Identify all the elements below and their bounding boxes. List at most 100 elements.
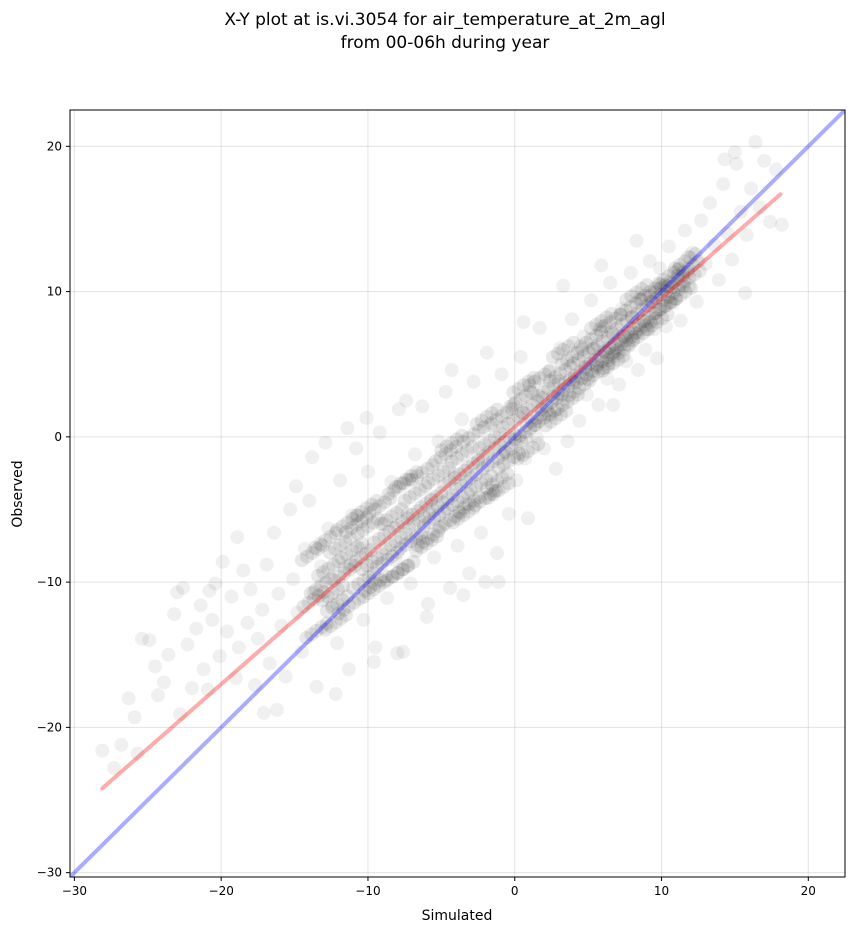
data-point	[490, 474, 505, 489]
data-point	[319, 575, 334, 590]
data-point	[605, 346, 620, 361]
data-point	[406, 554, 421, 569]
data-point	[535, 390, 550, 405]
data-point	[647, 281, 662, 296]
data-point	[507, 432, 522, 447]
data-point	[337, 560, 352, 575]
data-point	[399, 393, 414, 408]
data-point	[416, 534, 431, 549]
data-point	[289, 479, 304, 494]
data-point	[492, 438, 507, 453]
data-point	[555, 398, 570, 413]
data-point	[553, 366, 568, 381]
data-point	[462, 497, 477, 512]
data-point	[421, 515, 436, 530]
data-point	[514, 434, 529, 449]
data-point	[404, 472, 419, 487]
data-point	[769, 162, 784, 177]
data-point	[388, 553, 403, 568]
data-point	[499, 405, 514, 420]
data-point	[348, 554, 363, 569]
data-point	[463, 483, 478, 498]
data-point	[727, 145, 742, 160]
data-point	[367, 502, 382, 517]
data-point	[489, 412, 504, 427]
data-point	[636, 314, 651, 329]
data-point	[663, 274, 678, 289]
data-point	[319, 616, 334, 631]
data-point	[531, 437, 546, 452]
data-point	[313, 559, 328, 574]
data-point	[385, 569, 400, 584]
data-point	[644, 294, 659, 309]
data-point	[473, 525, 488, 540]
data-point	[529, 410, 544, 425]
data-point	[576, 349, 591, 364]
data-point	[378, 569, 393, 584]
data-point	[659, 283, 674, 298]
data-point	[341, 662, 356, 677]
data-point	[579, 387, 594, 402]
data-point	[609, 321, 624, 336]
data-point	[541, 364, 556, 379]
data-point	[594, 314, 609, 329]
data-point	[638, 318, 653, 333]
data-point	[545, 389, 560, 404]
data-point	[383, 538, 398, 553]
data-point	[450, 538, 465, 553]
data-point	[491, 575, 506, 590]
data-point	[631, 363, 646, 378]
data-point	[306, 592, 321, 607]
data-point	[358, 546, 373, 561]
data-point	[589, 328, 604, 343]
data-point	[381, 487, 396, 502]
data-point	[460, 460, 475, 475]
data-point	[443, 443, 458, 458]
data-point	[228, 670, 243, 685]
data-point	[496, 457, 511, 472]
data-point	[639, 278, 654, 293]
data-point	[526, 440, 541, 455]
data-point	[388, 534, 403, 549]
data-point	[648, 311, 663, 326]
data-point	[520, 511, 535, 526]
x-axis-label: Simulated	[422, 908, 493, 924]
data-point	[231, 640, 246, 655]
data-point	[512, 428, 527, 443]
data-point	[733, 204, 748, 219]
data-point	[619, 333, 634, 348]
data-point	[527, 374, 542, 389]
data-point	[474, 413, 489, 428]
y-tick-label: 10	[47, 285, 62, 299]
data-point	[619, 354, 634, 369]
data-point	[654, 280, 669, 295]
data-point	[346, 580, 361, 595]
data-point	[438, 516, 453, 531]
data-point	[591, 397, 606, 412]
data-point	[502, 430, 517, 445]
data-point	[479, 409, 494, 424]
data-point	[418, 496, 433, 511]
data-point	[484, 468, 499, 483]
data-point	[370, 551, 385, 566]
data-point	[477, 437, 492, 452]
data-point	[724, 252, 739, 267]
data-point	[642, 288, 657, 303]
data-point	[633, 322, 648, 337]
data-point	[476, 420, 491, 435]
data-point	[442, 474, 457, 489]
data-point	[711, 272, 726, 287]
data-point	[490, 451, 505, 466]
data-point	[691, 254, 706, 269]
data-point	[584, 293, 599, 308]
x-tick-label: −30	[62, 884, 87, 898]
data-point	[305, 450, 320, 465]
data-point	[428, 454, 443, 469]
data-point	[325, 600, 340, 615]
data-point	[389, 505, 404, 520]
data-point	[475, 462, 490, 477]
data-point	[661, 269, 676, 284]
data-point	[167, 607, 182, 622]
data-point	[551, 346, 566, 361]
data-point	[600, 371, 615, 386]
